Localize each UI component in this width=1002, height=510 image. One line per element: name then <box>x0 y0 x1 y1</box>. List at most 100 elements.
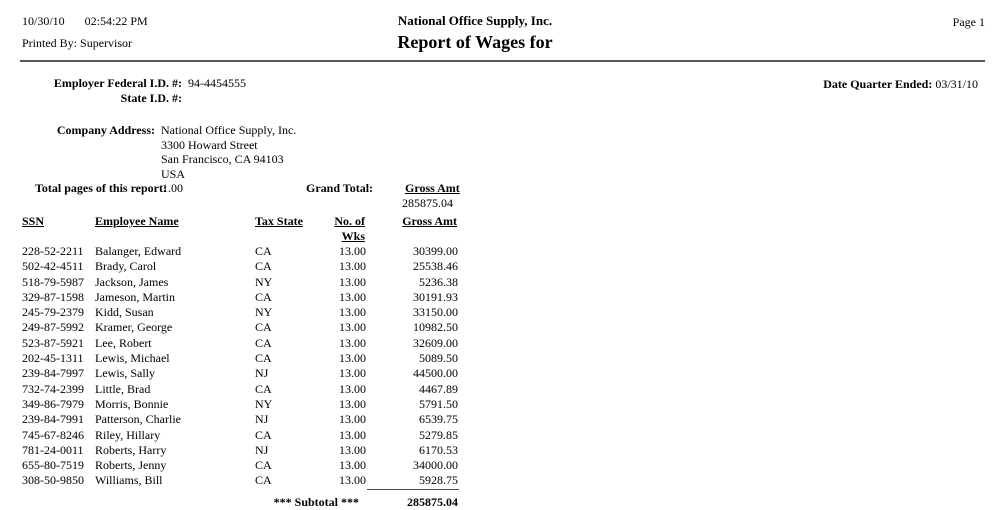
cell-no-of-wks: 13.00 <box>339 458 366 473</box>
subtotal-row: *** Subtotal *** 285875.04 <box>22 488 459 510</box>
table-row: 202-45-1311 Lewis, Michael CA 13.00 5089… <box>22 351 459 366</box>
table-row: 329-87-1598 Jameson, Martin CA 13.00 301… <box>22 290 459 305</box>
cell-gross-amt: 5236.38 <box>419 274 458 289</box>
state-id-label: State I.D. #: <box>120 91 182 105</box>
cell-employee-name: Kramer, George <box>95 320 173 335</box>
total-pages-label: Total pages of this report: <box>35 181 167 195</box>
cell-employee-name: Lewis, Sally <box>95 366 155 381</box>
cell-employee-name: Little, Brad <box>95 381 151 396</box>
cell-employee-name: Riley, Hillary <box>95 427 161 442</box>
cell-no-of-wks: 13.00 <box>339 244 366 258</box>
cell-gross-amt: 44500.00 <box>413 366 458 381</box>
table-row: 523-87-5921 Lee, Robert CA 13.00 32609.0… <box>22 336 459 351</box>
cell-tax-state: NJ <box>255 412 269 427</box>
cell-gross-amt: 34000.00 <box>413 458 458 473</box>
cell-no-of-wks: 13.00 <box>339 442 366 457</box>
cell-employee-name: Jameson, Martin <box>95 289 175 304</box>
cell-employee-name: Jackson, James <box>95 274 169 289</box>
cell-gross-amt: 5928.75 <box>419 473 458 488</box>
print-date: 10/30/10 <box>22 14 65 28</box>
wage-table-body: 228-52-2211 Balanger, Edward CA 13.00 30… <box>22 244 459 489</box>
state-id-row: State I.D. #: <box>22 91 188 106</box>
cell-ssn: 502-42-4511 <box>22 259 84 274</box>
cell-gross-amt: 5279.85 <box>419 427 458 442</box>
table-row: 245-79-2379 Kidd, Susan NY 13.00 33150.0… <box>22 305 459 320</box>
cell-tax-state: CA <box>255 320 272 335</box>
cell-gross-amt: 10982.50 <box>413 320 458 335</box>
cell-ssn: 245-79-2379 <box>22 305 84 320</box>
cell-gross-amt: 33150.00 <box>413 305 458 320</box>
cell-ssn: 655-80-7519 <box>22 458 84 473</box>
cell-tax-state: NY <box>255 396 273 411</box>
grand-total-column-header: Gross Amt <box>405 181 460 195</box>
company-address-label: Company Address: <box>56 123 155 137</box>
cell-tax-state: CA <box>255 427 272 442</box>
company-address: Company Address: National Office Supply,… <box>22 123 296 181</box>
table-row: 239-84-7997 Lewis, Sally NJ 13.00 44500.… <box>22 366 459 381</box>
address-line-3: San Francisco, CA 94103 <box>161 152 284 166</box>
cell-tax-state: CA <box>255 289 272 304</box>
cell-employee-name: Williams, Bill <box>95 473 163 488</box>
cell-no-of-wks: 13.00 <box>339 305 366 320</box>
cell-ssn: 202-45-1311 <box>22 351 84 366</box>
printed-by: Printed By: Supervisor <box>22 36 132 51</box>
cell-tax-state: NJ <box>255 442 269 457</box>
table-row: 349-86-7979 Morris, Bonnie NY 13.00 5791… <box>22 397 459 412</box>
col-header-tax-state: Tax State <box>255 214 303 228</box>
cell-no-of-wks: 13.00 <box>339 412 366 427</box>
cell-tax-state: CA <box>255 458 272 473</box>
cell-gross-amt: 6170.53 <box>419 442 458 457</box>
cell-no-of-wks: 13.00 <box>339 396 366 411</box>
federal-id-label: Employer Federal I.D. #: <box>53 76 182 90</box>
cell-tax-state: NY <box>255 305 273 320</box>
cell-employee-name: Balanger, Edward <box>95 244 182 258</box>
table-row: 228-52-2211 Balanger, Edward CA 13.00 30… <box>22 244 459 259</box>
page-number: Page 1 <box>952 15 985 29</box>
cell-ssn: 349-86-7979 <box>22 396 84 411</box>
cell-tax-state: CA <box>255 335 272 350</box>
cell-ssn: 732-74-2399 <box>22 381 84 396</box>
cell-employee-name: Kidd, Susan <box>95 305 154 320</box>
cell-tax-state: CA <box>255 259 272 274</box>
federal-id-row: Employer Federal I.D. #: 94-4454555 <box>22 76 246 91</box>
cell-gross-amt: 5089.50 <box>419 351 458 366</box>
table-row: 239-84-7991 Patterson, Charlie NJ 13.00 … <box>22 412 459 427</box>
federal-id-value: 94-4454555 <box>188 76 246 90</box>
cell-no-of-wks: 13.00 <box>339 381 366 396</box>
col-header-no-of-wks: No. of Wks <box>334 214 365 243</box>
col-header-employee-name: Employee Name <box>95 214 179 228</box>
print-time: 02:54:22 PM <box>84 14 148 28</box>
cell-tax-state: CA <box>255 381 272 396</box>
printed-by-label: Printed By: <box>22 36 78 50</box>
table-row: 502-42-4511 Brady, Carol CA 13.00 25538.… <box>22 259 459 274</box>
cell-gross-amt: 30191.93 <box>413 289 458 304</box>
cell-ssn: 329-87-1598 <box>22 289 84 304</box>
table-row: 518-79-5987 Jackson, James NY 13.00 5236… <box>22 275 459 290</box>
address-line-2: 3300 Howard Street <box>161 137 258 152</box>
table-row: 249-87-5992 Kramer, George CA 13.00 1098… <box>22 320 459 335</box>
cell-gross-amt: 4467.89 <box>419 381 458 396</box>
printed-by-value: Supervisor <box>80 36 133 50</box>
address-line-1: National Office Supply, Inc. <box>161 123 297 137</box>
cell-gross-amt: 6539.75 <box>419 412 458 427</box>
cell-no-of-wks: 13.00 <box>339 335 366 350</box>
subtotal-label: *** Subtotal *** <box>273 495 359 510</box>
total-pages-value: 1.00 <box>162 181 183 195</box>
cell-no-of-wks: 13.00 <box>339 427 366 442</box>
cell-ssn: 239-84-7997 <box>22 366 84 381</box>
wage-table: SSN Employee Name Tax State No. of Wks G… <box>22 211 459 510</box>
address-line-4: USA <box>161 166 186 181</box>
cell-ssn: 523-87-5921 <box>22 335 84 350</box>
print-datetime: 10/30/10 02:54:22 PM <box>22 14 148 29</box>
cell-no-of-wks: 13.00 <box>339 320 366 335</box>
cell-tax-state: NY <box>255 274 273 289</box>
cell-gross-amt: 32609.00 <box>413 335 458 350</box>
table-row: 308-50-9850 Williams, Bill CA 13.00 5928… <box>22 473 459 489</box>
cell-no-of-wks: 13.00 <box>339 351 366 366</box>
cell-ssn: 249-87-5992 <box>22 320 84 335</box>
cell-gross-amt: 25538.46 <box>413 259 458 274</box>
subtotal-value: 285875.04 <box>367 488 459 510</box>
cell-ssn: 308-50-9850 <box>22 473 84 488</box>
cell-employee-name: Lewis, Michael <box>95 351 170 366</box>
